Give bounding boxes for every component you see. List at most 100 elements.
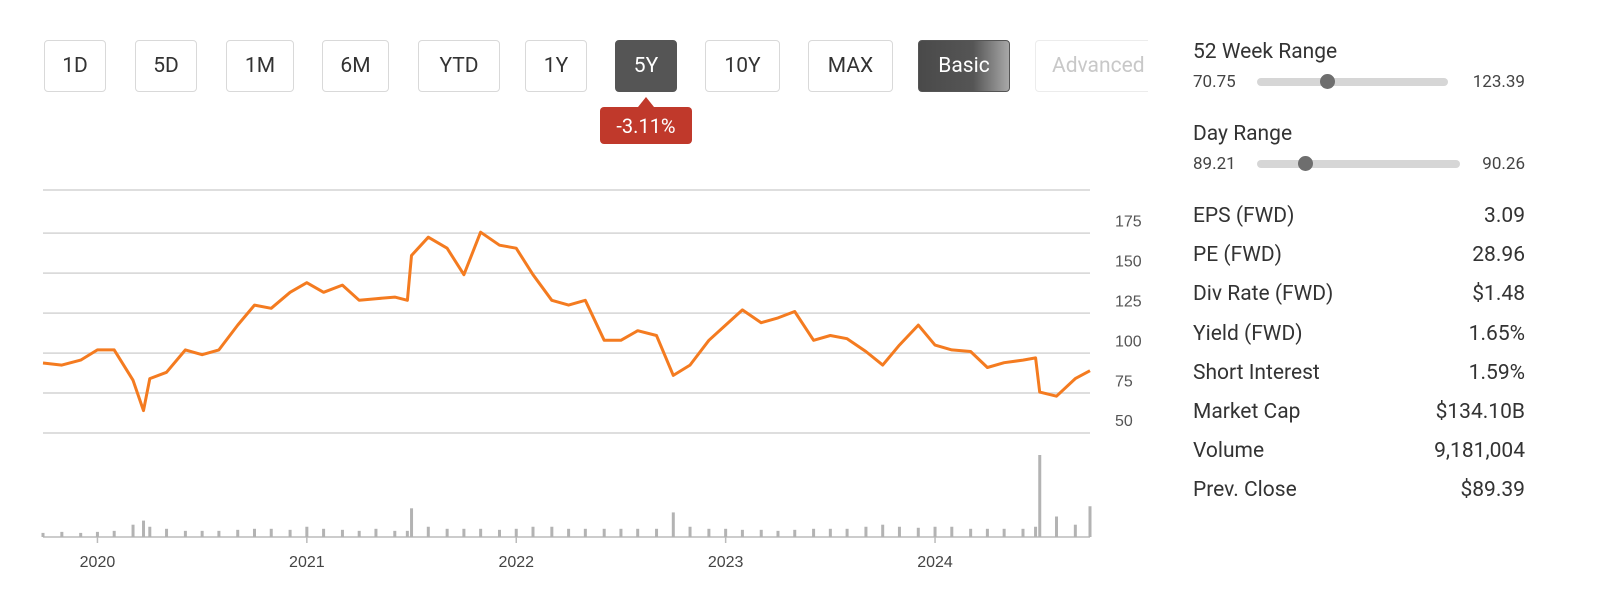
range-marker bbox=[1320, 74, 1335, 89]
stat-row: EPS (FWD) 3.09 bbox=[1193, 204, 1525, 228]
price-line bbox=[42, 230, 1091, 413]
volume-bar bbox=[864, 526, 868, 537]
range-track bbox=[1257, 78, 1448, 86]
volume-bar bbox=[1034, 526, 1038, 537]
range-low: 89.21 bbox=[1193, 154, 1236, 174]
y-tick-label: 125 bbox=[1115, 293, 1142, 310]
volume-bar bbox=[374, 528, 378, 537]
stat-value: $134.10B bbox=[1435, 400, 1525, 424]
range-button[interactable]: 1Y bbox=[525, 40, 587, 92]
volume-bar bbox=[60, 531, 64, 537]
x-tick-label: 2023 bbox=[708, 554, 744, 571]
volume-bar bbox=[305, 526, 309, 537]
volume-bar bbox=[131, 524, 135, 537]
x-tick-label: 2020 bbox=[80, 554, 116, 571]
range-button[interactable]: 6M bbox=[322, 40, 389, 92]
volume-bar bbox=[602, 528, 606, 537]
mode-button-active[interactable]: Basic bbox=[918, 40, 1010, 92]
volume-bar bbox=[497, 529, 501, 537]
volume-bar bbox=[252, 528, 256, 537]
stat-row: Prev. Close $89.39 bbox=[1193, 478, 1525, 502]
volume-bar bbox=[950, 526, 954, 537]
volume-bar bbox=[236, 529, 240, 537]
volume-bar bbox=[445, 528, 449, 537]
range-button[interactable]: MAX bbox=[808, 40, 893, 92]
volume-bar bbox=[322, 528, 326, 537]
stat-label: Div Rate (FWD) bbox=[1193, 282, 1334, 307]
stat-row: Div Rate (FWD) $1.48 bbox=[1193, 282, 1525, 306]
volume-bar bbox=[410, 508, 414, 537]
x-tick-label: 2021 bbox=[289, 554, 325, 571]
volume-bar bbox=[95, 531, 99, 537]
range-marker bbox=[1298, 156, 1313, 171]
y-tick-label: 175 bbox=[1115, 213, 1142, 230]
volume-bar bbox=[916, 527, 920, 537]
volume-bar bbox=[724, 528, 728, 537]
stat-label: Yield (FWD) bbox=[1193, 321, 1303, 346]
range-label: Day Range bbox=[1193, 122, 1293, 146]
volume-bar bbox=[828, 528, 832, 537]
stat-value: 1.65% bbox=[1468, 321, 1525, 346]
stat-value: 28.96 bbox=[1472, 243, 1525, 268]
volume-bar bbox=[759, 529, 763, 537]
stat-label: Volume bbox=[1193, 439, 1265, 464]
volume-bar bbox=[426, 526, 430, 537]
volume-bar bbox=[269, 528, 273, 537]
volume-bar bbox=[619, 528, 623, 537]
volume-bar bbox=[165, 528, 169, 537]
range-button[interactable]: 5D bbox=[135, 40, 197, 92]
volume-bar bbox=[405, 530, 409, 537]
volume-bar bbox=[671, 512, 675, 537]
range-button[interactable]: 10Y bbox=[705, 40, 780, 92]
volume-bar bbox=[340, 529, 344, 537]
volume-bar bbox=[636, 528, 640, 537]
y-tick-label: 100 bbox=[1115, 333, 1142, 350]
range-track bbox=[1257, 160, 1460, 168]
stat-label: Prev. Close bbox=[1193, 478, 1297, 503]
volume-bar bbox=[148, 526, 152, 537]
volume-bar bbox=[112, 530, 116, 537]
stat-label: Market Cap bbox=[1193, 400, 1301, 424]
mode-button[interactable]: Advanced bbox=[1035, 40, 1148, 92]
volume-bar bbox=[357, 530, 361, 537]
volume-bar bbox=[793, 529, 797, 537]
volume-bar bbox=[479, 528, 483, 537]
volume-bar bbox=[217, 530, 221, 537]
volume-bar bbox=[200, 530, 204, 537]
range-button[interactable]: YTD bbox=[418, 40, 500, 92]
stat-row: Short Interest 1.59% bbox=[1193, 361, 1525, 385]
range-low: 70.75 bbox=[1193, 72, 1236, 92]
y-tick-label: 150 bbox=[1115, 253, 1142, 270]
volume-bar bbox=[1002, 528, 1006, 537]
x-tick-label: 2022 bbox=[498, 554, 534, 571]
stat-value: $1.48 bbox=[1472, 282, 1525, 307]
volume-bar bbox=[1038, 455, 1042, 537]
y-tick-label: 50 bbox=[1115, 413, 1133, 430]
stat-row: Market Cap $134.10B bbox=[1193, 400, 1525, 424]
volume-bar bbox=[462, 528, 466, 537]
y-tick-label: 75 bbox=[1115, 373, 1133, 390]
volume-bar bbox=[845, 528, 849, 537]
volume-bar bbox=[514, 528, 518, 537]
range-button[interactable]: 1D bbox=[44, 40, 106, 92]
volume-bar bbox=[531, 526, 535, 537]
chart: 50 75 100 125 150 175 2020 2021 2022 2023 2024 bbox=[41, 189, 1142, 571]
stat-row: Yield (FWD) 1.65% bbox=[1193, 322, 1525, 346]
stat-value: 9,181,004 bbox=[1434, 439, 1525, 464]
volume-bar bbox=[550, 526, 554, 537]
change-badge: -3.11% bbox=[600, 97, 692, 144]
range-button-active[interactable]: 5Y bbox=[615, 40, 677, 92]
volume-bar bbox=[1021, 528, 1025, 537]
stat-value: $89.39 bbox=[1460, 478, 1525, 503]
stat-label: EPS (FWD) bbox=[1193, 204, 1295, 228]
range-button[interactable]: 1M bbox=[226, 40, 294, 92]
volume-bar bbox=[707, 528, 711, 537]
stat-value: 3.09 bbox=[1484, 204, 1525, 228]
volume-bar bbox=[969, 528, 973, 537]
stat-row: PE (FWD) 28.96 bbox=[1193, 243, 1525, 267]
volume-bar bbox=[1073, 524, 1077, 537]
volume-bar bbox=[1054, 516, 1058, 537]
volume-bar bbox=[79, 532, 83, 537]
stat-row: Volume 9,181,004 bbox=[1193, 439, 1525, 463]
